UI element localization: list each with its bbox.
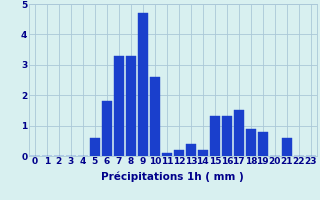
Bar (198, 150, 208, 156)
Bar (138, 13, 148, 156)
Bar (162, 153, 172, 156)
Bar (114, 56, 124, 156)
Bar (186, 144, 196, 156)
Bar (174, 150, 184, 156)
Bar (150, 77, 160, 156)
Bar (210, 116, 220, 156)
Bar (246, 129, 256, 156)
Bar (234, 110, 244, 156)
Bar (222, 116, 232, 156)
X-axis label: Précipitations 1h ( mm ): Précipitations 1h ( mm ) (101, 172, 244, 182)
Bar (282, 138, 292, 156)
Bar (102, 101, 112, 156)
Bar (90, 138, 100, 156)
Bar (126, 56, 136, 156)
Bar (258, 132, 268, 156)
